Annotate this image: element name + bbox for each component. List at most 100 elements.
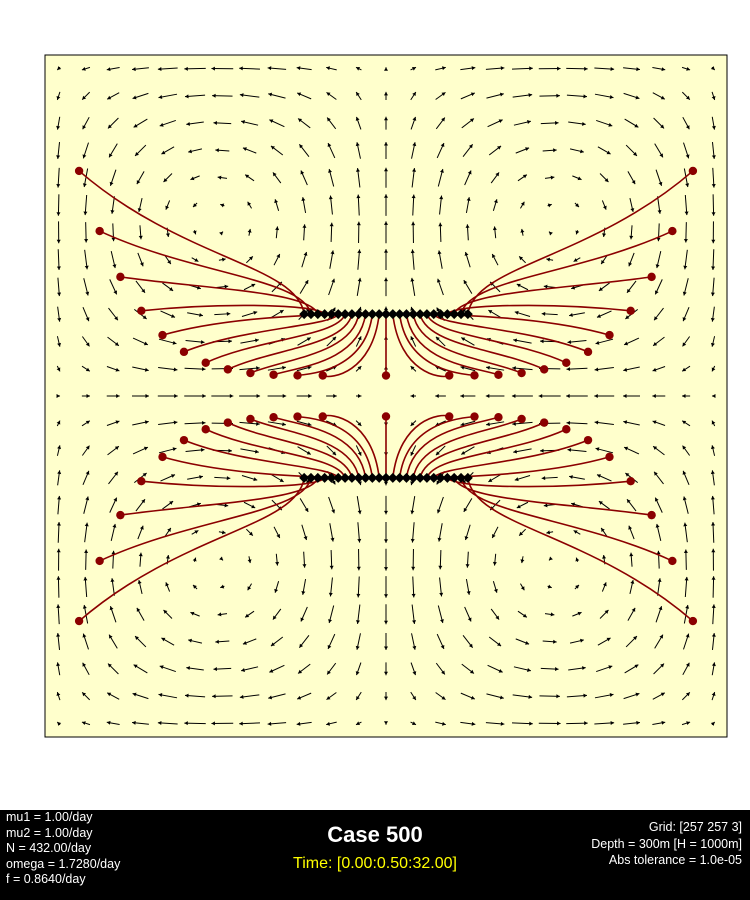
arrow-head: [656, 550, 661, 555]
end-marker: [223, 365, 233, 374]
param-tolerance: Abs tolerance = 1.0e-05: [608, 853, 742, 867]
arrow-head: [584, 721, 588, 726]
end-marker: [562, 425, 571, 434]
arrow-head: [436, 480, 441, 485]
arrow-head: [499, 695, 504, 700]
end-marker: [517, 414, 526, 424]
arrow-head: [173, 367, 178, 372]
arrow-head: [583, 693, 588, 698]
arrow-head: [541, 311, 546, 316]
end-markers: [74, 166, 698, 626]
arrow-head: [384, 116, 388, 121]
case-title: Case 500: [327, 822, 423, 847]
arrow-head: [109, 181, 114, 186]
end-marker: [74, 616, 84, 626]
arrow-head: [384, 671, 388, 676]
arrow-head: [601, 527, 605, 532]
start-marker: [394, 309, 405, 320]
arrow-head: [85, 496, 90, 501]
arrow-head: [81, 721, 86, 726]
particle-trajectory: [467, 170, 694, 315]
arrow-head: [186, 666, 191, 671]
end-marker: [318, 412, 327, 421]
arrow-head: [441, 117, 445, 122]
end-marker: [470, 371, 479, 380]
arrow-head: [142, 315, 147, 319]
arrow-head: [297, 695, 302, 700]
arrow-head: [111, 237, 116, 242]
arrow-head: [711, 662, 716, 667]
arrow-head: [463, 280, 468, 285]
arrow-head: [269, 119, 274, 124]
end-marker: [626, 306, 635, 316]
arrow-head: [633, 636, 637, 640]
start-marker: [442, 472, 453, 483]
arrow-head: [56, 522, 61, 526]
arrow-head: [711, 420, 716, 425]
arrow-head: [529, 66, 533, 71]
arrow-head: [327, 644, 332, 649]
arrow-head: [57, 317, 62, 322]
arrow-head: [276, 533, 280, 539]
arrow-head: [157, 720, 162, 725]
arrow-head: [550, 175, 555, 180]
start-marker: [401, 472, 412, 483]
arrow-head: [492, 226, 497, 231]
arrow-head: [516, 504, 521, 509]
arrow-head: [82, 154, 87, 159]
arrow-head: [194, 258, 199, 262]
arrow-head: [167, 260, 171, 265]
arrow-head: [297, 92, 302, 97]
arrow-head: [304, 280, 309, 285]
particle-trajectory: [405, 416, 499, 478]
arrow-head: [384, 721, 388, 725]
arrow-head: [596, 314, 601, 318]
arrow-head: [133, 664, 138, 669]
arrow-head: [141, 288, 146, 293]
arrow-head: [174, 394, 178, 398]
arrow-head: [495, 615, 500, 620]
arrow-head: [56, 394, 61, 398]
arrow-head: [330, 250, 335, 255]
arrow-head: [213, 667, 218, 672]
arrow-head: [540, 339, 544, 344]
arrow-head: [556, 694, 560, 699]
arrow-head: [655, 523, 660, 528]
arrow-head: [138, 552, 143, 557]
arrow-head: [438, 565, 443, 570]
arrow-head: [598, 287, 603, 291]
arrow-head: [436, 307, 441, 312]
arrow-head: [683, 522, 688, 527]
end-marker: [668, 556, 677, 566]
arrow-head: [355, 142, 360, 147]
end-marker: [201, 358, 210, 367]
arrow-head: [653, 342, 658, 346]
start-marker: [340, 309, 351, 320]
arrow-head: [652, 394, 656, 398]
arrow-head: [410, 277, 415, 282]
arrow-head: [492, 533, 496, 539]
velocity-arrow: [412, 576, 415, 598]
arrow-head: [567, 340, 572, 345]
arrow-head: [144, 420, 149, 425]
arrow-head: [84, 238, 89, 243]
arrow-head: [331, 509, 336, 514]
arrow-head: [357, 538, 362, 543]
arrow-head: [512, 421, 516, 426]
start-marker: [387, 472, 398, 483]
end-marker: [381, 371, 391, 380]
arrow-head: [546, 530, 551, 535]
arrow-head: [465, 564, 470, 568]
arrow-head: [412, 620, 417, 624]
arrow-head: [306, 450, 311, 455]
arrow-head: [158, 95, 163, 99]
arrow-head: [520, 586, 525, 591]
arrow-head: [245, 613, 250, 618]
arrow-head: [711, 548, 716, 553]
arrow-head: [301, 591, 306, 595]
arrow-head: [357, 394, 362, 398]
arrow-head: [511, 394, 516, 398]
arrow-head: [581, 121, 586, 126]
arrow-head: [217, 175, 222, 180]
arrow-head: [710, 342, 715, 347]
